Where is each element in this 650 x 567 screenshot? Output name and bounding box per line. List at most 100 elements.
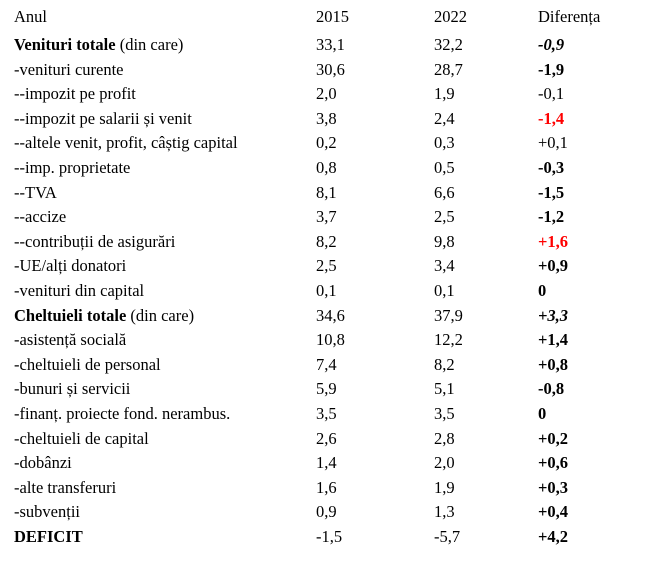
row-label-text: --impozit pe profit <box>14 84 136 104</box>
value-2022: 8,2 <box>434 354 455 374</box>
table-row: --imp. proprietate 0,8 0,5 -0,3 <box>0 156 650 181</box>
value-difference: +0,3 <box>538 477 569 497</box>
table-row: -bunuri și servicii 5,9 5,1 -0,8 <box>0 377 650 402</box>
value-2015: 8,2 <box>316 231 337 251</box>
value-2015: 1,6 <box>316 477 337 497</box>
row-label-text: Venituri totale <box>14 35 116 54</box>
table-row: --TVA 8,1 6,6 -1,5 <box>0 181 650 206</box>
row-label-text: -finanț. proiecte fond. nerambus. <box>14 403 231 423</box>
table-row: --impozit pe profit 2,0 1,9 -0,1 <box>0 82 650 107</box>
value-difference: -1,9 <box>538 59 565 79</box>
row-label: --altele venit, profit, câștig capital <box>0 131 316 156</box>
row-label: -subvenții <box>0 500 316 525</box>
table-row: -subvenții 0,9 1,3 +0,4 <box>0 500 650 525</box>
value-2022: 0,1 <box>434 280 455 300</box>
value-2022: 3,4 <box>434 256 455 276</box>
row-label: --imp. proprietate <box>0 156 316 181</box>
value-2015: 0,9 <box>316 502 337 522</box>
table-row: -cheltuieli de personal 7,4 8,2 +0,8 <box>0 353 650 378</box>
row-label: -asistență socială <box>0 328 316 353</box>
row-label: -dobânzi <box>0 451 316 476</box>
table-row: -alte transferuri 1,6 1,9 +0,3 <box>0 476 650 501</box>
value-2015: 0,2 <box>316 133 337 153</box>
row-label-text: DEFICIT <box>14 526 83 546</box>
header-difference: Diferența <box>538 7 601 26</box>
row-label-text: Cheltuieli totale <box>14 305 127 325</box>
value-2015: 7,4 <box>316 354 337 374</box>
row-label-suffix: (din care) <box>126 305 195 325</box>
row-label: -finanț. proiecte fond. nerambus. <box>0 402 316 427</box>
value-2022: 2,0 <box>434 453 455 473</box>
row-label-text: -cheltuieli de capital <box>14 428 149 448</box>
value-difference: +0,4 <box>538 502 569 522</box>
value-difference: -1,2 <box>538 207 565 227</box>
row-label-text: --TVA <box>14 182 57 202</box>
row-label: -venituri curente <box>0 58 316 83</box>
row-label: -bunuri și servicii <box>0 377 316 402</box>
row-label: -alte transferuri <box>0 476 316 501</box>
row-label-text: -subvenții <box>14 502 80 522</box>
value-difference: 0 <box>538 280 547 300</box>
value-2022: 9,8 <box>434 231 455 251</box>
value-difference: -0,8 <box>538 379 565 399</box>
row-label-text: --altele venit, profit, câștig capital <box>14 133 238 153</box>
row-label-text: -alte transferuri <box>14 477 117 497</box>
value-difference: +4,2 <box>538 526 569 546</box>
row-label-text: --accize <box>14 207 67 227</box>
value-difference: +0,2 <box>538 428 569 448</box>
value-2015: 2,6 <box>316 428 337 448</box>
table-row: -asistență socială 10,8 12,2 +1,4 <box>0 328 650 353</box>
value-difference: +0,8 <box>538 354 569 374</box>
value-2015: 3,5 <box>316 403 337 423</box>
value-2022: 3,5 <box>434 403 455 423</box>
row-label-text: -venituri curente <box>14 59 124 79</box>
value-2022: 12,2 <box>434 330 463 350</box>
value-2015: 0,8 <box>316 157 337 177</box>
value-2015: 33,1 <box>316 35 345 54</box>
header-year-2022: 2022 <box>434 7 467 26</box>
table-row: -dobânzi 1,4 2,0 +0,6 <box>0 451 650 476</box>
row-label-text: --imp. proprietate <box>14 157 131 177</box>
value-2015: 1,4 <box>316 453 337 473</box>
value-difference: -0,9 <box>538 35 565 54</box>
value-2022: 28,7 <box>434 59 463 79</box>
table-row: --altele venit, profit, câștig capital 0,… <box>0 131 650 156</box>
row-label-text: -UE/alți donatori <box>14 256 127 276</box>
value-difference: -1,5 <box>538 182 565 202</box>
row-label-text: --contribuții de asigurări <box>14 231 176 251</box>
value-2015: 5,9 <box>316 379 337 399</box>
value-2015: 34,6 <box>316 305 345 325</box>
value-2022: 2,5 <box>434 207 455 227</box>
value-difference: -0,1 <box>538 84 565 104</box>
value-2022: 1,9 <box>434 477 455 497</box>
value-2015: 2,5 <box>316 256 337 276</box>
table-body: Anul 2015 2022 Diferența Venituri totale… <box>0 0 650 546</box>
table-row: -UE/alți donatori 2,5 3,4 +0,9 <box>0 254 650 279</box>
value-difference: +0,9 <box>538 256 569 276</box>
table-row: -venituri din capital 0,1 0,1 0 <box>0 279 650 304</box>
row-label-text: -cheltuieli de personal <box>14 354 161 374</box>
row-label: -UE/alți donatori <box>0 254 316 279</box>
value-2022: 37,9 <box>434 305 463 325</box>
row-label: Venituri totale (din care) <box>0 33 316 58</box>
value-2022: 1,9 <box>434 84 455 104</box>
table-row: --accize 3,7 2,5 -1,2 <box>0 205 650 230</box>
value-2022: 1,3 <box>434 502 455 522</box>
table-row: Venituri totale (din care) 33,1 32,2 -0,9 <box>0 33 650 58</box>
row-label: Cheltuieli totale (din care) <box>0 304 316 329</box>
header-year-label: Anul <box>14 7 47 26</box>
row-label: --impozit pe profit <box>0 82 316 107</box>
table-row: -cheltuieli de capital 2,6 2,8 +0,2 <box>0 427 650 452</box>
value-2022: 0,5 <box>434 157 455 177</box>
value-difference: +1,6 <box>538 231 569 251</box>
header-row: Anul 2015 2022 Diferența <box>0 0 650 33</box>
value-difference: +3,3 <box>538 305 569 325</box>
value-2015: 2,0 <box>316 84 337 104</box>
value-2015: 10,8 <box>316 330 345 350</box>
table-row: -venituri curente 30,6 28,7 -1,9 <box>0 58 650 83</box>
value-difference: +0,6 <box>538 453 569 473</box>
row-label: --TVA <box>0 181 316 206</box>
value-2022: 32,2 <box>434 35 463 54</box>
row-label-text: --impozit pe salarii și venit <box>14 108 192 128</box>
value-2015: 3,7 <box>316 207 337 227</box>
